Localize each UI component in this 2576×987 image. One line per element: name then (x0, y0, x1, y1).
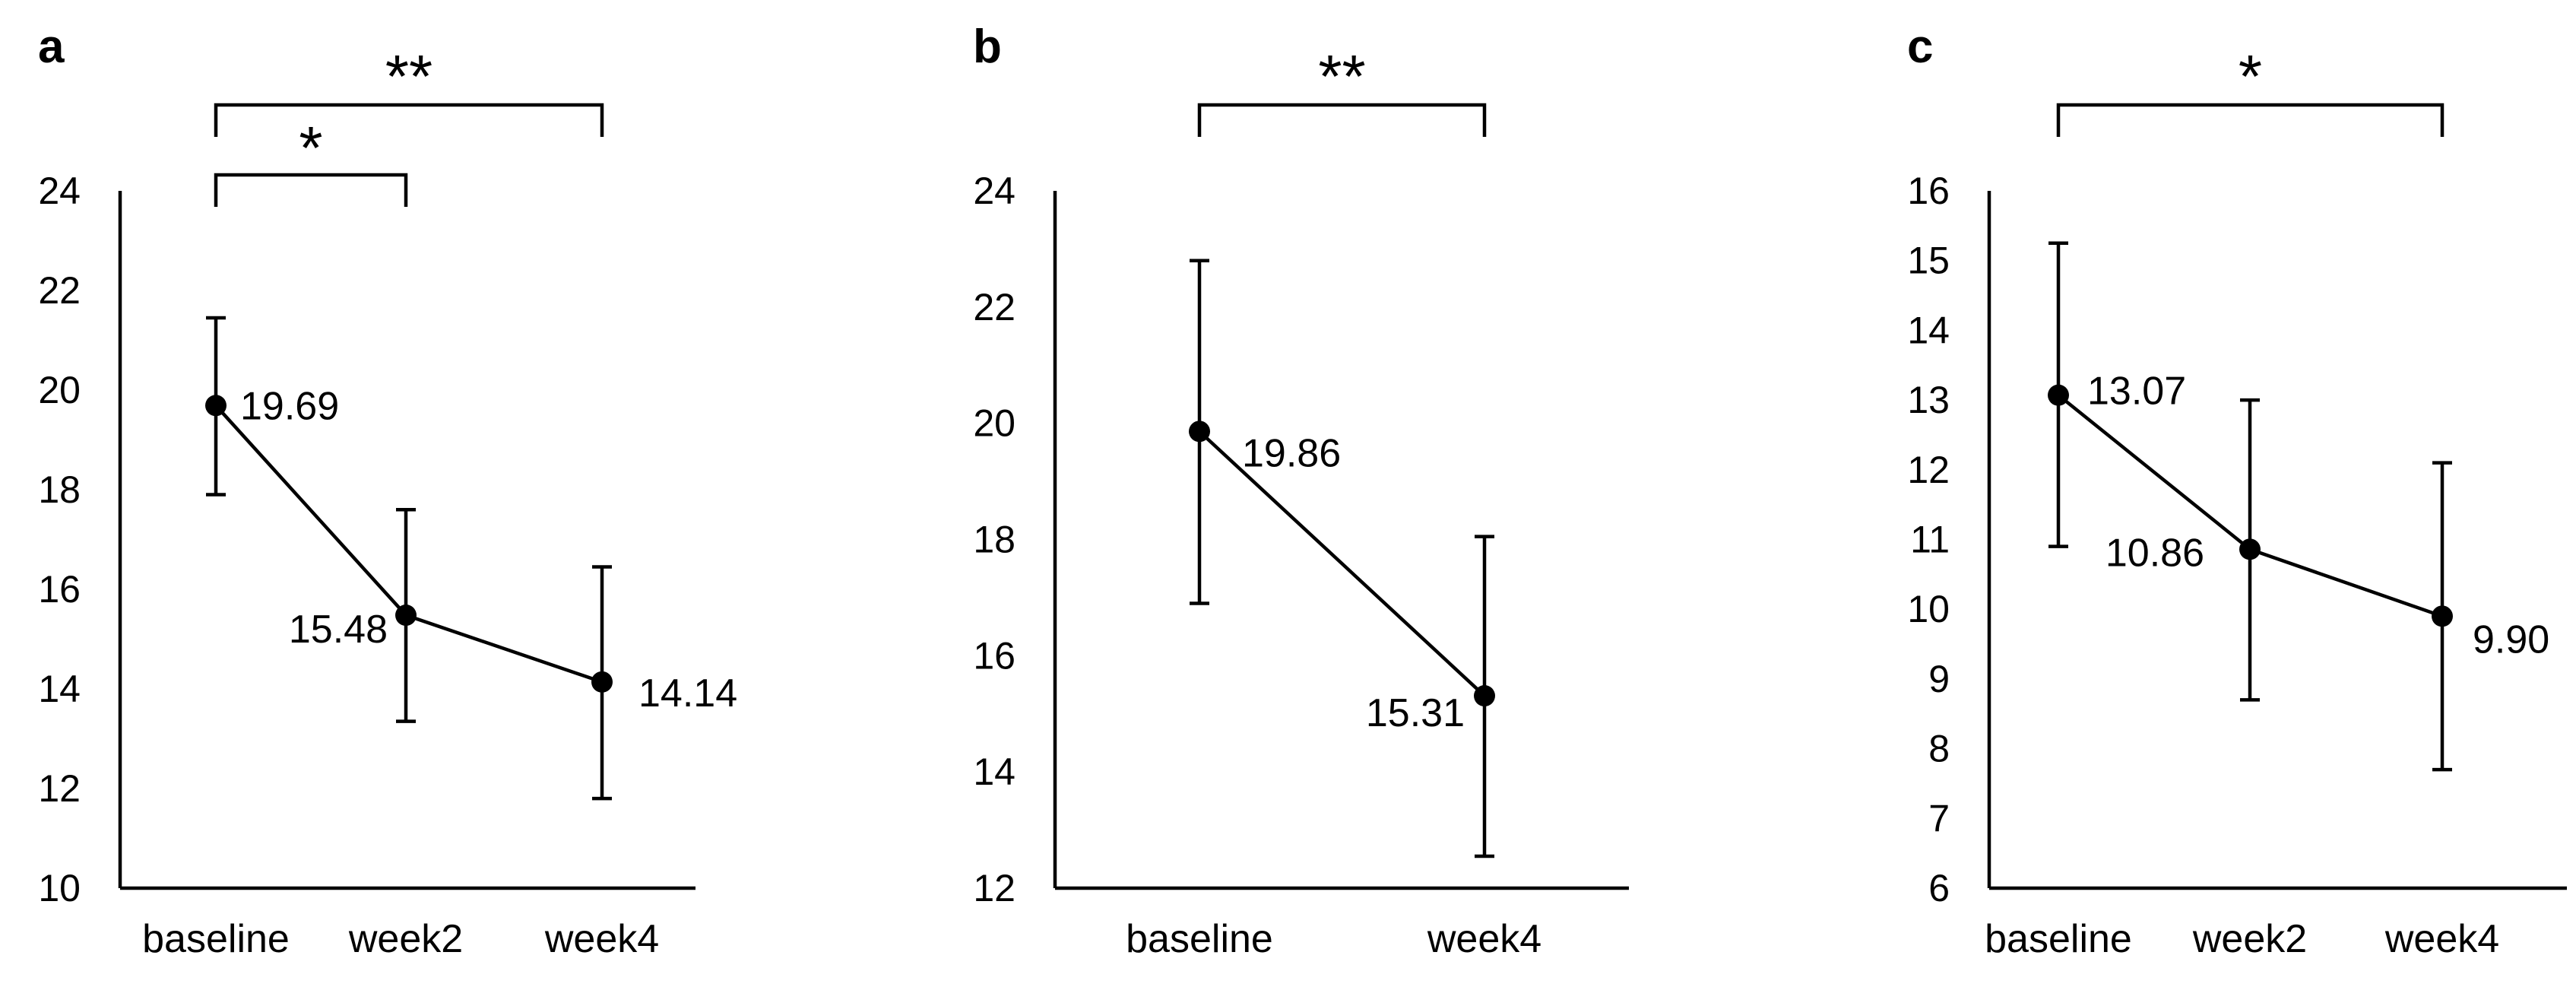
panel-a: a 10 12 14 16 18 20 22 24 baseline week2 week4 19.69… (38, 21, 737, 961)
x-category-label: week4 (1427, 917, 1541, 961)
y-tick-label: 11 (1910, 519, 1950, 561)
y-tick-label: 12 (38, 767, 81, 810)
y-tick-label: 14 (1907, 309, 1950, 351)
y-tick-label: 10 (38, 867, 81, 909)
y-tick-label: 24 (973, 170, 1016, 212)
data-value-label: 10.86 (2105, 531, 2204, 575)
y-tick-label: 13 (1907, 379, 1950, 421)
y-tick-label: 16 (973, 634, 1016, 677)
x-category-label: week4 (544, 917, 659, 961)
data-value-label: 19.86 (1242, 431, 1341, 475)
significance-bracket (214, 173, 408, 207)
x-category-label: baseline (1126, 917, 1273, 961)
y-tick-label: 14 (973, 751, 1016, 793)
significance-marker: ** (385, 43, 433, 110)
significance-marker: ** (1318, 43, 1365, 110)
y-tick-label: 24 (38, 170, 81, 212)
panel-label: b (973, 21, 1002, 73)
panel-label: c (1907, 21, 1933, 73)
y-tick-label: 10 (1907, 588, 1950, 630)
y-tick-label: 14 (38, 668, 81, 710)
panel-c: c 6 7 8 9 10 11 12 13 14 15 16 baseline week2 week4 13.… (1907, 21, 2567, 961)
significance-bracket (214, 103, 604, 137)
y-tick-label: 16 (38, 568, 81, 611)
x-category-label: week4 (2384, 917, 2499, 961)
data-point (395, 605, 417, 627)
y-tick-label: 15 (1907, 240, 1950, 282)
panel-label: a (38, 21, 65, 73)
y-tick-label: 12 (1907, 449, 1950, 491)
y-tick-label: 20 (973, 402, 1016, 445)
significance-marker: * (2239, 43, 2262, 110)
y-tick-label: 20 (38, 369, 81, 411)
data-point (2048, 384, 2069, 406)
y-tick-label: 9 (1928, 658, 1950, 700)
data-value-label: 19.69 (240, 384, 339, 428)
x-category-label: week2 (348, 917, 463, 961)
data-value-label: 13.07 (2087, 370, 2186, 414)
data-point (1189, 421, 1210, 443)
y-tick-label: 22 (973, 286, 1016, 328)
y-tick-label: 22 (38, 269, 81, 312)
y-tick-label: 8 (1928, 728, 1950, 770)
data-point (1474, 685, 1495, 707)
data-point (591, 671, 613, 693)
y-tick-label: 12 (973, 867, 1016, 909)
data-point (2239, 538, 2261, 560)
y-tick-label: 6 (1928, 867, 1950, 909)
data-value-label: 9.90 (2473, 617, 2549, 662)
significance-marker: * (299, 114, 322, 182)
x-category-label: baseline (142, 917, 290, 961)
y-tick-label: 16 (1907, 170, 1950, 212)
series-line (214, 404, 603, 684)
data-value-label: 15.31 (1366, 691, 1465, 735)
data-point (205, 395, 227, 417)
significance-bracket (2056, 103, 2445, 137)
x-category-label: week2 (2192, 917, 2307, 961)
significance-bracket (1197, 103, 1487, 137)
y-tick-label: 18 (38, 468, 81, 511)
series-line (1198, 430, 1486, 697)
panel-b: b 12 14 16 18 20 22 24 baseline week4 19.86 15.31 ** (973, 21, 1629, 961)
x-category-label: baseline (1985, 917, 2132, 961)
y-tick-label: 7 (1928, 797, 1950, 839)
y-tick-label: 18 (973, 519, 1016, 561)
data-value-label: 15.48 (289, 608, 388, 652)
data-point (2432, 605, 2453, 627)
data-value-label: 14.14 (638, 671, 737, 716)
